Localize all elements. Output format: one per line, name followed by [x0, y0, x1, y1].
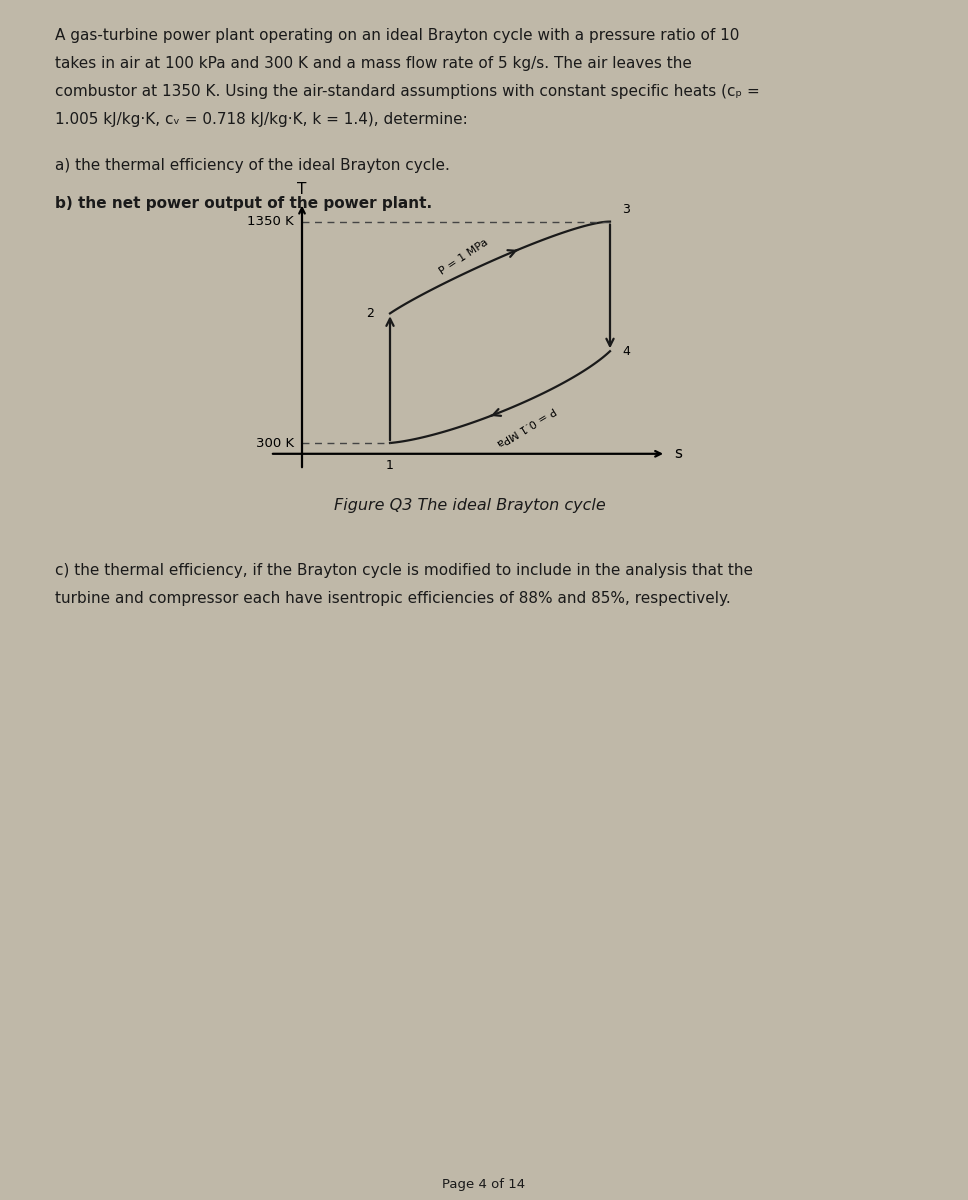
Text: 1.005 kJ/kg·K, cᵥ = 0.718 kJ/kg·K, k = 1.4), determine:: 1.005 kJ/kg·K, cᵥ = 0.718 kJ/kg·K, k = 1… — [55, 112, 468, 127]
Text: A gas-turbine power plant operating on an ideal Brayton cycle with a pressure ra: A gas-turbine power plant operating on a… — [55, 28, 740, 43]
Text: T: T — [297, 182, 307, 197]
Text: turbine and compressor each have isentropic efficiencies of 88% and 85%, respect: turbine and compressor each have isentro… — [55, 590, 731, 606]
Text: 300 K: 300 K — [256, 437, 294, 450]
Text: P = 1 MPa: P = 1 MPa — [438, 238, 490, 277]
Text: a) the thermal efficiency of the ideal Brayton cycle.: a) the thermal efficiency of the ideal B… — [55, 158, 450, 173]
Text: 1: 1 — [386, 460, 394, 473]
Text: s: s — [674, 446, 682, 461]
Text: combustor at 1350 K. Using the air-standard assumptions with constant specific h: combustor at 1350 K. Using the air-stand… — [55, 84, 760, 98]
Text: Page 4 of 14: Page 4 of 14 — [442, 1178, 526, 1190]
Text: takes in air at 100 kPa and 300 K and a mass flow rate of 5 kg/s. The air leaves: takes in air at 100 kPa and 300 K and a … — [55, 56, 692, 71]
Text: c) the thermal efficiency, if the Brayton cycle is modified to include in the an: c) the thermal efficiency, if the Brayto… — [55, 563, 753, 578]
Text: Figure Q3 The ideal Brayton cycle: Figure Q3 The ideal Brayton cycle — [334, 498, 606, 514]
Text: 2: 2 — [366, 307, 374, 320]
Text: 4: 4 — [622, 344, 630, 358]
Text: b) the net power output of the power plant.: b) the net power output of the power pla… — [55, 196, 432, 211]
Text: 1350 K: 1350 K — [247, 215, 294, 228]
Text: P = 0.1 MPa: P = 0.1 MPa — [495, 404, 558, 448]
Text: 3: 3 — [622, 203, 630, 216]
